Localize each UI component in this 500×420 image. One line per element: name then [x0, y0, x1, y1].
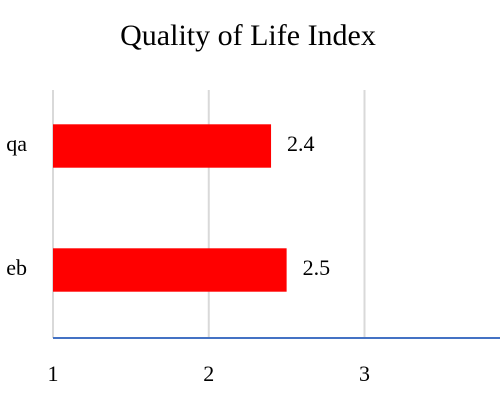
value-label: 2.4 — [287, 131, 315, 156]
bar — [53, 124, 272, 168]
y-tick-label: eb — [6, 255, 27, 280]
bar — [53, 248, 287, 292]
x-tick-label: 3 — [359, 361, 370, 386]
x-tick-label: 2 — [203, 361, 214, 386]
value-label: 2.5 — [303, 255, 331, 280]
y-tick-label: qa — [6, 131, 27, 156]
chart-title: Quality of Life Index — [120, 19, 376, 52]
x-tick-label: 1 — [48, 361, 59, 386]
